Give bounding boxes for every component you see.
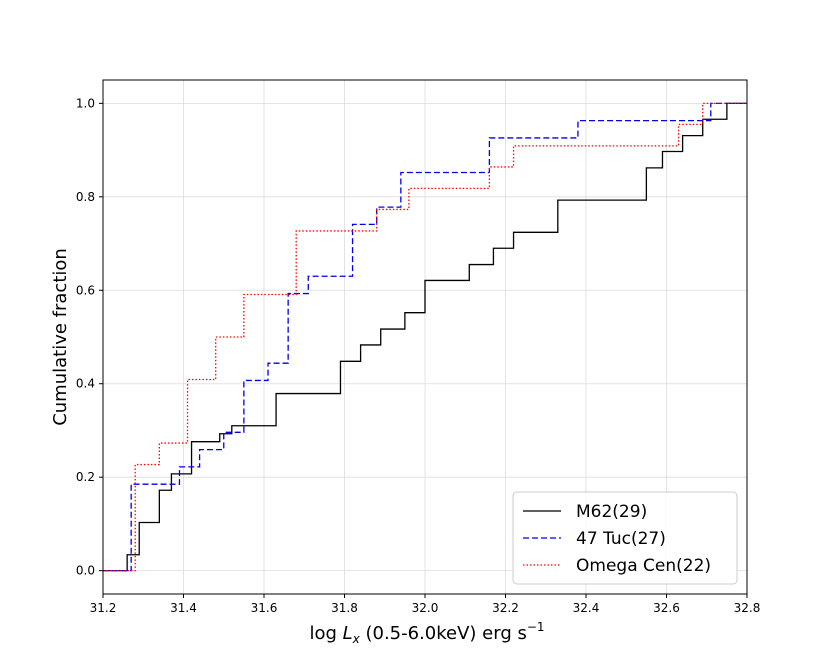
legend-label-1: 47 Tuc(27) (576, 529, 666, 549)
series-line-1 (103, 102, 747, 572)
x-axis-title: log Lx (0.5-6.0keV) erg s−1 (309, 620, 544, 646)
legend: M62(29) 47 Tuc(27) Omega Cen(22) (512, 491, 738, 585)
x-tick-label: 31.6 (251, 601, 278, 615)
series-line-0 (103, 102, 747, 572)
x-axis-title-var: L (343, 623, 353, 644)
x-tick-label: 31.2 (90, 601, 117, 615)
x-tick-label: 32.0 (412, 601, 439, 615)
x-tick-label: 32.2 (492, 601, 519, 615)
x-tick-label: 32.4 (573, 601, 600, 615)
y-axis-title: Cumulative fraction (50, 248, 71, 426)
y-tick-label: 0.4 (76, 377, 95, 391)
y-tick-label: 0.6 (76, 283, 95, 297)
legend-box (512, 491, 738, 585)
legend-label-0: M62(29) (576, 502, 647, 522)
series-layer (103, 102, 747, 572)
y-tick-label: 0.0 (76, 564, 95, 578)
y-tick-label: 0.2 (76, 470, 95, 484)
legend-label-2: Omega Cen(22) (576, 556, 711, 576)
x-axis-title-sub: x (352, 632, 361, 646)
x-tick-label: 31.4 (170, 601, 197, 615)
y-tick-label: 1.0 (76, 96, 95, 110)
x-tick-label: 32.8 (734, 601, 761, 615)
x-axis-title-suffix: (0.5-6.0keV) erg s (360, 623, 527, 644)
x-axis-title-sup: −1 (527, 620, 545, 634)
y-tick-label: 0.8 (76, 190, 95, 204)
x-axis-title-prefix: log (309, 623, 342, 644)
axis-ticks: 31.2 31.4 31.6 31.8 32.0 32.2 32.4 32.6 32.8 0.0 0… (76, 96, 760, 615)
x-tick-label: 31.8 (331, 601, 358, 615)
x-tick-label: 32.6 (653, 601, 680, 615)
